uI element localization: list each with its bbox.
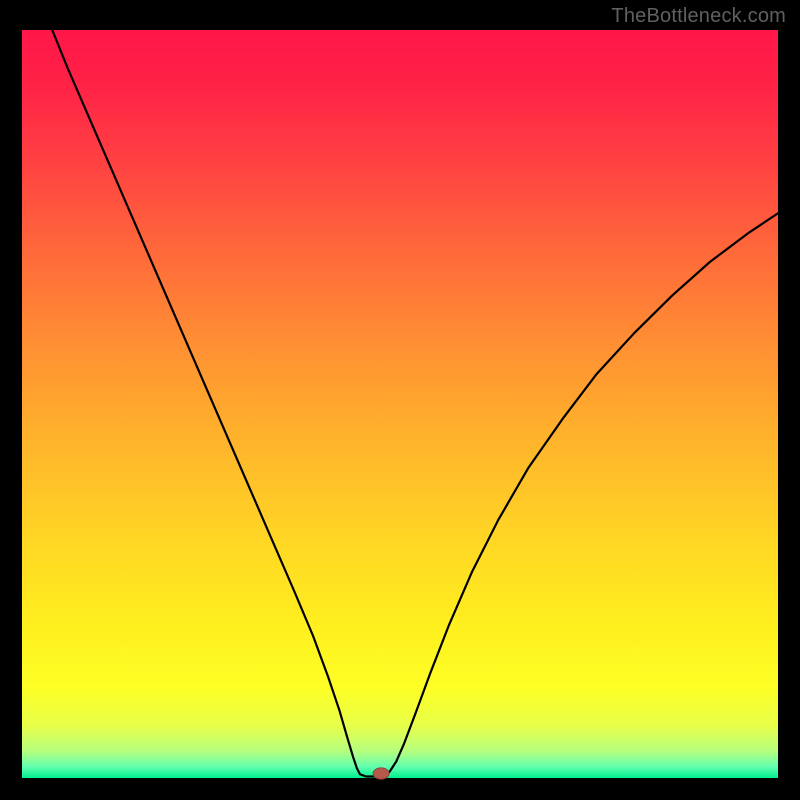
plot-background — [22, 30, 778, 778]
optimal-point-marker — [373, 768, 389, 779]
bottleneck-chart — [0, 0, 800, 800]
chart-frame: TheBottleneck.com — [0, 0, 800, 800]
watermark-text: TheBottleneck.com — [611, 5, 786, 28]
